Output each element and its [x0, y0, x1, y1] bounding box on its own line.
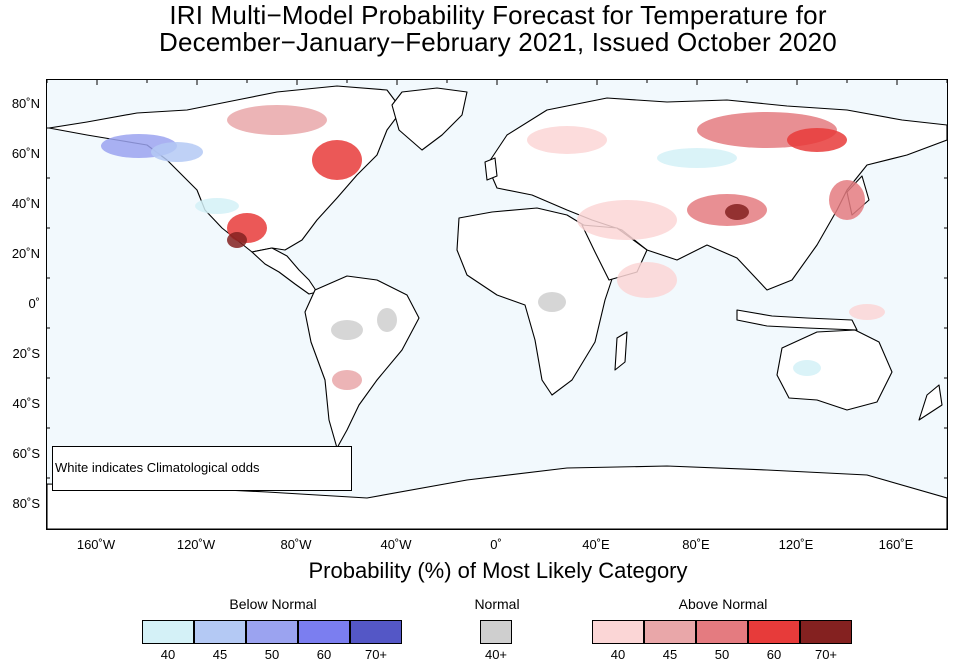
- lat-label-60n: 60˚N: [11, 146, 40, 161]
- legend-above-label-60: 60: [766, 647, 782, 662]
- legend-above-label-50: 50: [714, 647, 730, 662]
- legend-above-swatch-40: [592, 620, 644, 644]
- legend-above-swatch-45: [644, 620, 696, 644]
- climatology-note-box: White indicates Climatological odds: [52, 446, 352, 491]
- land-antarctica: [47, 465, 947, 529]
- land-madagascar: [614, 331, 628, 371]
- land-uk: [484, 157, 498, 181]
- legend-below-label-50: 50: [264, 647, 280, 662]
- legend-above-label-40: 40: [610, 647, 626, 662]
- legend-above-swatch-50: [696, 620, 748, 644]
- land-south-america: [304, 275, 420, 449]
- lat-label-20n: 20˚N: [11, 246, 40, 261]
- climatology-note: White indicates Climatological odds: [55, 460, 260, 475]
- legend-below-swatch-50: [246, 620, 298, 644]
- legend-normal-swatch: [480, 620, 512, 644]
- probability-shading: [101, 105, 885, 390]
- legend-normal-label: 40+: [484, 647, 508, 662]
- legend-below-swatch-70: [350, 620, 402, 644]
- lon-label-0: 0˚: [490, 537, 502, 552]
- legend-above-title: Above Normal: [678, 596, 768, 612]
- land-greenland: [391, 87, 468, 151]
- legend-below-label-40: 40: [160, 647, 176, 662]
- land-new-zealand: [918, 384, 943, 421]
- legend-above-label-70: 70+: [814, 647, 838, 662]
- x-axis-label: Probability (%) of Most Likely Category: [308, 558, 688, 583]
- map-title-line-1: IRI Multi−Model Probability Forecast for…: [169, 0, 827, 30]
- lat-label-60s: 60˚S: [12, 446, 40, 461]
- legend-above-swatch-70: [800, 620, 852, 644]
- lat-label-0: 0˚: [28, 296, 40, 311]
- forecast-map-canvas: [47, 80, 947, 529]
- land-central-america: [251, 247, 318, 295]
- lon-label-120e: 120˚E: [778, 537, 814, 552]
- land-africa: [456, 207, 616, 396]
- lon-label-160w: 160˚W: [76, 537, 116, 552]
- lon-label-80e: 80˚E: [682, 537, 710, 552]
- land-indonesia: [736, 309, 858, 331]
- legend-below-swatch-60: [298, 620, 350, 644]
- legend-below-label-45: 45: [212, 647, 228, 662]
- lon-label-40e: 40˚E: [582, 537, 610, 552]
- land-australia: [776, 329, 893, 411]
- legend-below-swatch-45: [194, 620, 246, 644]
- legend-normal-title: Normal: [474, 596, 520, 612]
- legend-below-label-70: 70+: [364, 647, 388, 662]
- lon-label-160e: 160˚E: [878, 537, 914, 552]
- lat-label-20s: 20˚S: [12, 346, 40, 361]
- lat-label-80s: 80˚S: [12, 496, 40, 511]
- legend-below-swatch-40: [142, 620, 194, 644]
- lon-label-120w: 120˚W: [176, 537, 216, 552]
- legend-below-label-60: 60: [316, 647, 332, 662]
- legend-above-swatch-60: [748, 620, 800, 644]
- lat-label-40n: 40˚N: [11, 196, 40, 211]
- legend-above-label-45: 45: [662, 647, 678, 662]
- legend-below-title: Below Normal: [229, 596, 317, 612]
- lat-label-80n: 80˚N: [11, 96, 40, 111]
- lat-label-40s: 40˚S: [12, 396, 40, 411]
- lon-label-80w: 80˚W: [280, 537, 312, 552]
- lon-label-40w: 40˚W: [380, 537, 412, 552]
- map-title-line-2: December−January−February 2021, Issued O…: [159, 27, 837, 57]
